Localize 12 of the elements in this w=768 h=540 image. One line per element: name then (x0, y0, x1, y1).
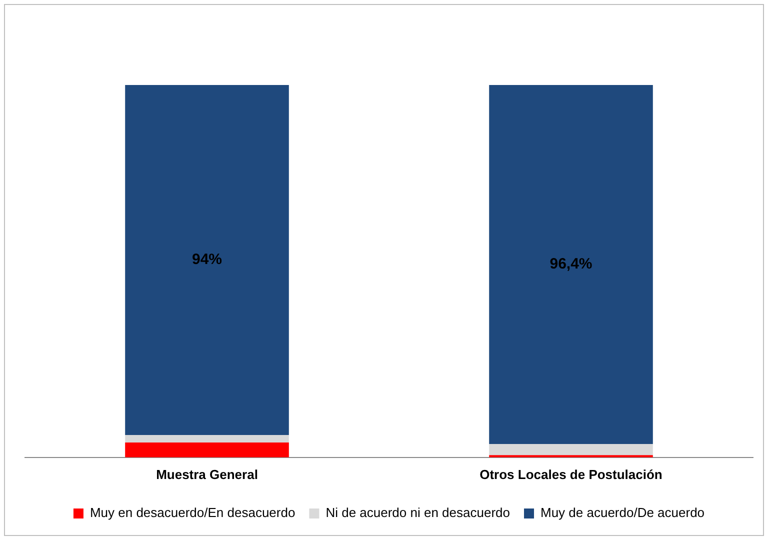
data-label: 96,4% (550, 256, 592, 273)
legend-label: Muy en desacuerdo/En desacuerdo (90, 505, 296, 520)
bar (125, 442, 289, 458)
bar (489, 444, 653, 456)
data-label: 94% (192, 251, 222, 268)
legend-label: Ni de acuerdo ni en desacuerdo (326, 505, 510, 520)
x-tick-label: Otros Locales de Postulación (480, 466, 662, 482)
bar (489, 85, 653, 444)
x-tick-label: Muestra General (156, 466, 258, 482)
bar (125, 435, 289, 443)
bar (125, 85, 289, 436)
legend-label: Muy de acuerdo/De acuerdo (540, 505, 705, 520)
